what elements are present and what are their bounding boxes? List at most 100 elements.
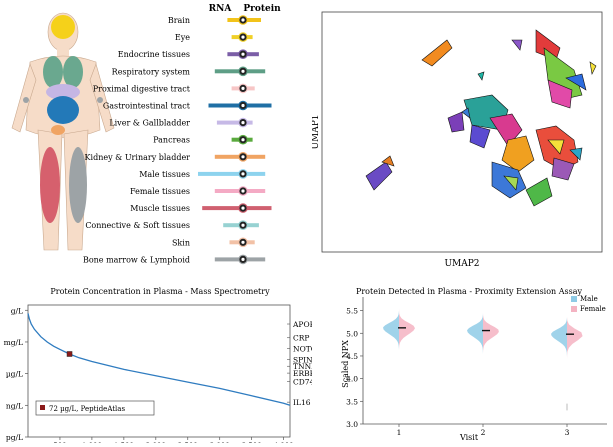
rna-bar-female-tissues: [214, 189, 240, 193]
rna-bar-connective-soft-tissues: [223, 223, 240, 228]
ms-ytick-label: ng/L: [6, 401, 23, 410]
tissue-label-respiratory-system: Respiratory system: [112, 67, 191, 76]
concentration-line: [27, 313, 291, 406]
mass-spec-chart: Protein Concentration in Plasma - Mass S…: [4, 287, 328, 447]
protein-bar-brain: [240, 18, 261, 22]
ms-ytick-label: µg/L: [6, 370, 23, 379]
marker-legend: 72 µg/L, PeptideAtlas: [35, 400, 155, 416]
rna-bar-male-tissues: [198, 171, 240, 176]
rna-bar-muscle-tissues: [202, 206, 240, 211]
peptideatlas-marker: [66, 351, 73, 357]
pea-ytick-label: 3.0: [346, 420, 358, 429]
protein-label-crp: CRP: [293, 334, 309, 343]
tissue-label-male-tissues: Male tissues: [139, 170, 190, 179]
pea-panel: Protein Detected in Plasma - Proximity E…: [325, 280, 613, 443]
violin-male-visit-3: [551, 315, 567, 366]
rna-bar-respiratory-system: [214, 69, 240, 74]
rna-bar-eye: [231, 35, 240, 40]
legend-label-female: Female: [580, 305, 606, 313]
pea-ytick-label: 4.5: [346, 352, 358, 361]
mass-spec-protein-labels: APOB CRPNOTCH2 SPINK1TNNI3ERBB3CD74 IL16: [287, 320, 328, 407]
umap-svg: UMAP2 UMAP1: [311, 11, 603, 269]
legend-swatch-male: [571, 296, 577, 302]
violin-female-visit-3: [567, 312, 583, 406]
protein-label-spink1: SPINK1: [293, 355, 312, 364]
tissue-label-proximal-digestive-tract: Proximal digestive tract: [93, 84, 191, 93]
protein-bar-kidney-urinary-bladder: [240, 154, 266, 159]
tissue-label-eye: Eye: [175, 33, 190, 42]
protein-bar-gastrointestinal-tract: [240, 103, 272, 108]
violin-male-visit-1: [383, 310, 399, 361]
tissue-label-kidney-urinary-bladder: Kidney & Urinary bladder: [85, 153, 191, 162]
mass-spec-plot-frame: [27, 304, 291, 438]
tissue-label-connective-soft-tissues: Connective & Soft tissues: [85, 221, 190, 230]
ms-ytick-label: mg/L: [4, 338, 23, 347]
pea-x-axis: 1 2 3: [397, 424, 570, 437]
protein-label-tnni3: TNNI3: [293, 362, 312, 371]
pea-ytick-label: 5.0: [346, 329, 358, 338]
protein-label-il16: IL16: [293, 398, 311, 407]
protein-bar-respiratory-system: [240, 69, 266, 74]
ms-ytick-label: g/L: [11, 306, 23, 315]
protein-label-cd74: CD74: [293, 378, 312, 387]
pea-ytick-label: 4.0: [346, 375, 358, 384]
rna-bar-endocrine-tissues: [227, 52, 240, 57]
tissue-label-skin: Skin: [172, 238, 190, 247]
tissue-label-muscle-tissues: Muscle tissues: [130, 204, 190, 213]
pea-violins: [383, 306, 583, 411]
protein-label-apob: APOB: [292, 320, 312, 329]
protein-label-notch2: NOTCH2: [293, 344, 312, 353]
protein-header: Protein: [243, 4, 281, 14]
protein-bar-endocrine-tissues: [240, 52, 259, 57]
protein-bar-male-tissues: [240, 171, 266, 176]
rna-header: RNA: [209, 4, 233, 14]
protein-bar-bone-marrow-lymphoid: [240, 257, 266, 262]
protein-label-erbb3: ERBB3: [293, 369, 312, 378]
umap-ylabel: UMAP1: [312, 114, 321, 149]
tissue-label-liver-gallbladder: Liver & Gallbladder: [109, 119, 190, 128]
rna-bar-proximal-digestive-tract: [231, 86, 240, 91]
protein-bar-muscle-tissues: [240, 206, 272, 211]
rna-bar-gastrointestinal-tract: [208, 103, 240, 108]
violin-male-visit-2: [467, 312, 483, 366]
rna-bar-brain: [227, 18, 240, 22]
tissue-label-endocrine-tissues: Endocrine tissues: [118, 50, 190, 59]
tissue-label-gastrointestinal-tract: Gastrointestinal tract: [103, 102, 191, 111]
tissue-svg: RNA Protein Brain Eye Endocrine tissues Res…: [11, 4, 281, 264]
umap-xlabel: UMAP2: [444, 259, 479, 269]
protein-bar-connective-soft-tissues: [240, 223, 259, 228]
pea-xtick-label: 1: [397, 428, 402, 437]
brain-region-icon: [51, 15, 75, 39]
pea-y-axis: 3.0 3.5 4.0 4.5 5.0 5.5: [346, 307, 363, 429]
pea-xtick-label: 2: [481, 428, 486, 437]
rna-bar-skin: [229, 240, 240, 245]
mass-spec-x-axis: 5001,0001,5002,0002,5003,0003,5004,000: [53, 437, 294, 447]
protein-bar-female-tissues: [240, 189, 266, 193]
mass-spec-panel: Protein Concentration in Plasma - Mass S…: [0, 280, 328, 447]
rna-bar-kidney-urinary-bladder: [214, 154, 240, 159]
pea-chart: Protein Detected in Plasma - Proximity E…: [341, 287, 607, 442]
umap-clusters: [365, 29, 597, 207]
legend-swatch-female: [571, 306, 577, 312]
pea-ytick-label: 3.5: [346, 397, 358, 406]
umap-panel: UMAP2 UMAP1: [311, 0, 613, 270]
tissue-label-brain: Brain: [168, 16, 190, 25]
tissue-label-pancreas: Pancreas: [153, 136, 190, 145]
legend-label-male: Male: [580, 295, 598, 303]
rna-bar-bone-marrow-lymphoid: [214, 257, 240, 262]
rna-bar-pancreas: [231, 137, 240, 142]
violin-female-visit-2: [483, 310, 499, 368]
violin-female-visit-1: [399, 306, 415, 366]
tissue-distribution-panel: RNA Protein Brain Eye Endocrine tissues Res…: [0, 0, 310, 270]
tissue-label-female-tissues: Female tissues: [130, 187, 190, 196]
pea-title: Protein Detected in Plasma - Proximity E…: [356, 287, 583, 296]
marker-legend-label: 72 µg/L, PeptideAtlas: [49, 405, 125, 413]
ms-ytick-label: pg/L: [6, 433, 23, 442]
rna-bar-liver-gallbladder: [216, 120, 240, 125]
pea-ytick-label: 5.5: [346, 307, 358, 316]
pea-xlabel: Visit: [459, 433, 479, 442]
marker-legend-swatch: [40, 405, 45, 410]
tissue-label-bone-marrow-lymphoid: Bone marrow & Lymphoid: [83, 255, 190, 264]
pea-ylabel: Scaled NPX: [341, 340, 350, 388]
mass-spec-title: Protein Concentration in Plasma - Mass S…: [50, 287, 270, 296]
